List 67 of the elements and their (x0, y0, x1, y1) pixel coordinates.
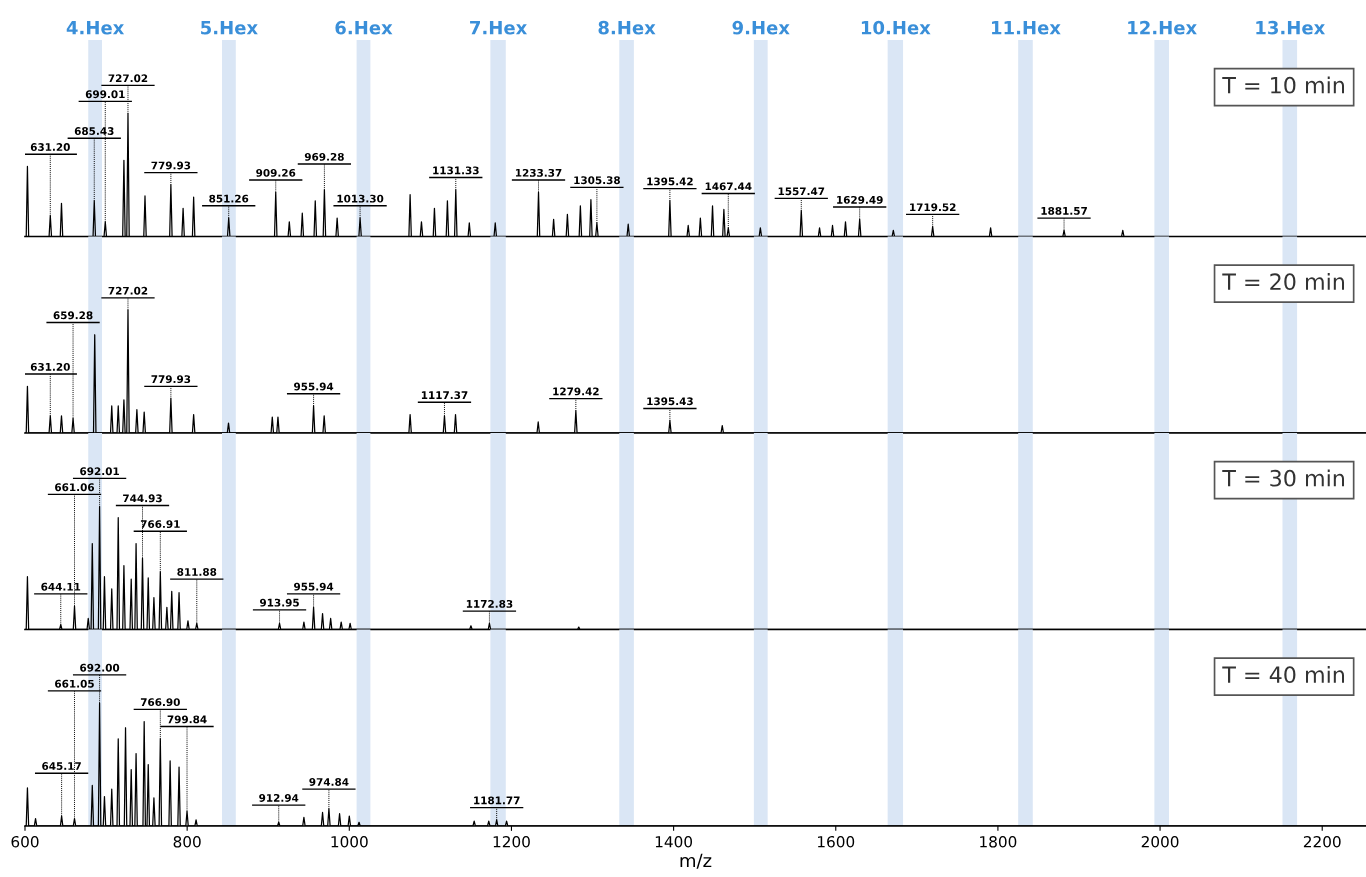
band-label: 5.Hex (201, 21, 258, 35)
annotation: 912.94 (259, 794, 299, 802)
annotation: 727.02 (108, 286, 148, 295)
band-label: 13.Hex (1256, 20, 1326, 35)
annotation: 644.11 (41, 582, 81, 591)
annotation: 645.17 (42, 762, 81, 770)
band-label: 10.Hex (861, 20, 931, 35)
annotation: 851.26 (209, 194, 249, 203)
annotation: 799.84 (167, 715, 207, 724)
annotation: 659.28 (53, 311, 93, 320)
text: T = 10 min (1222, 76, 1344, 94)
x-tick-label: 600 (11, 835, 39, 848)
annotation: 1279.42 (553, 387, 599, 396)
x-tick-label: 1600 (818, 835, 855, 848)
x-tick-label: 1200 (493, 835, 530, 848)
annotation: 661.05 (55, 679, 94, 688)
annotation: 779.93 (151, 375, 191, 384)
x-tick-label: 1800 (980, 835, 1017, 848)
annotation: 1719.52 (910, 203, 956, 212)
annotation: 811.88 (177, 568, 217, 576)
annotation: 1629.49 (837, 195, 883, 204)
annotation: 727.02 (108, 74, 148, 83)
band-label: 12.Hex (1128, 20, 1197, 35)
annotation: 692.00 (80, 663, 120, 672)
annotation: 1117.37 (421, 391, 468, 400)
annotation: 692.01 (80, 467, 119, 476)
annotation: 766.91 (140, 520, 180, 528)
annotation: 661.06 (55, 483, 95, 492)
x-tick-label: 1000 (331, 835, 368, 848)
text: T = 20 min (1222, 272, 1344, 291)
annotation: 1131.33 (433, 166, 479, 175)
annotation: 1172.83 (466, 599, 513, 608)
annotation: 631.20 (30, 143, 70, 151)
band-label: 8.Hex (598, 20, 656, 35)
band-label: 9.Hex (732, 20, 790, 35)
annotation: 1233.37 (515, 168, 562, 177)
annotation: 1467.44 (705, 182, 752, 191)
x-tick-label: 1400 (655, 835, 693, 848)
annotation: 1395.42 (647, 177, 693, 186)
annotation: 969.28 (304, 152, 344, 161)
annotation: 1305.38 (574, 176, 620, 185)
x-tick-label: 2000 (1141, 835, 1179, 848)
x-tick-label: 800 (173, 835, 201, 848)
annotation: 631.20 (30, 362, 70, 371)
annotation: 1395.43 (647, 397, 693, 406)
annotation: 913.95 (259, 598, 299, 607)
x-tick-label: 2200 (1303, 835, 1341, 848)
annotation: 909.26 (256, 168, 296, 177)
annotation: 779.93 (151, 161, 191, 170)
text: T = 40 min (1222, 665, 1344, 684)
band-label: 4.Hex (66, 21, 125, 35)
x-axis-title: m/z (680, 853, 712, 869)
annotation: 1181.77 (474, 796, 520, 805)
annotation: 744.93 (123, 494, 162, 503)
band-label: 7.Hex (470, 21, 528, 35)
annotation: 1013.30 (337, 194, 384, 203)
annotation: 685.43 (74, 127, 114, 135)
annotation: 699.01 (85, 90, 125, 99)
annotation: 974.84 (309, 778, 349, 786)
band-label: 11.Hex (992, 21, 1061, 35)
annotation: 955.94 (294, 382, 334, 391)
annotation: 1557.47 (778, 187, 825, 196)
band-label: 6.Hex (335, 20, 393, 35)
annotation: 955.94 (294, 582, 334, 591)
annotation: 766.90 (140, 698, 180, 707)
text: T = 30 min (1222, 469, 1344, 487)
annotation: 1881.57 (1041, 206, 1087, 215)
